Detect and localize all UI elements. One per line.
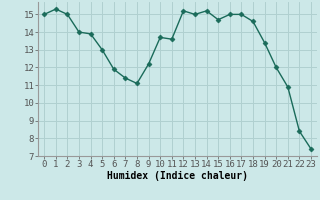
X-axis label: Humidex (Indice chaleur): Humidex (Indice chaleur) [107, 171, 248, 181]
